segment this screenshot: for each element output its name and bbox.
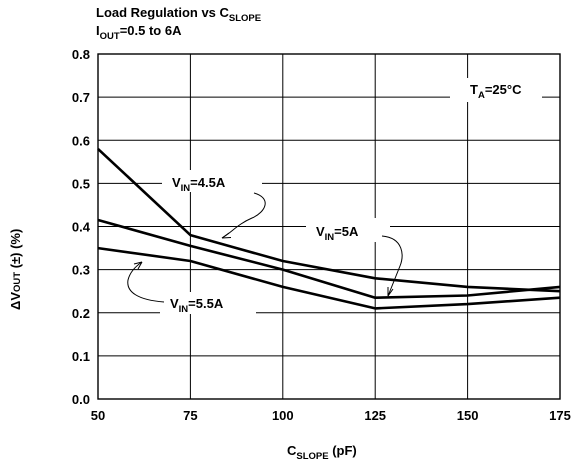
- x-tick-label: 100: [272, 408, 294, 423]
- y-tick-label: 0.5: [72, 176, 90, 191]
- x-axis-label: CSLOPE (pF): [287, 443, 357, 462]
- x-tick-label: 175: [549, 408, 571, 423]
- x-tick-label: 50: [91, 408, 105, 423]
- vin55-arrowhead: [133, 261, 143, 270]
- y-tick-label: 0.0: [72, 392, 90, 407]
- vin45-arrowhead: [221, 232, 232, 239]
- vin5-label: VIN=5A: [316, 224, 359, 243]
- vin45-label: VIN=4.5A: [172, 175, 226, 194]
- vin5-leader: [381, 235, 403, 297]
- ta-label: TA=25°C: [470, 82, 522, 101]
- series-line-2: [97, 218, 561, 300]
- y-tick-label: 0.6: [72, 133, 90, 148]
- y-tick-label: 0.1: [72, 349, 90, 364]
- chart-title-line2: IOUT=0.5 to 6A: [96, 23, 182, 42]
- y-tick-label: 0.3: [72, 263, 90, 278]
- vin55-label: VIN=5.5A: [170, 296, 224, 315]
- ta-label-bg: [450, 78, 542, 102]
- vin5-label-bg: [306, 218, 390, 242]
- series-line-1: [97, 147, 561, 293]
- y-tick-label: 0.2: [72, 306, 90, 321]
- x-tick-label: 125: [364, 408, 386, 423]
- x-tick-label: 75: [183, 408, 197, 423]
- y-tick-label: 0.4: [72, 220, 91, 235]
- y-axis-label: ΔVOUT (±) (%): [8, 229, 23, 310]
- x-tick-label: 150: [457, 408, 479, 423]
- series-group: [97, 147, 561, 310]
- vin55-label-bg: [160, 292, 256, 314]
- series-line-3: [97, 246, 561, 310]
- vin45-leader: [221, 192, 266, 239]
- y-tick-labels: 0.0 0.1 0.2 0.3 0.4 0.5 0.6 0.7 0.8: [72, 47, 91, 407]
- vin5-arrowhead: [387, 287, 394, 297]
- chart-title-line1: Load Regulation vs CSLOPE: [96, 5, 261, 24]
- plot-frame: [97, 53, 561, 400]
- x-tick-labels: 50 75 100 125 150 175: [91, 408, 571, 423]
- y-tick-label: 0.7: [72, 90, 90, 105]
- y-tick-label: 0.8: [72, 47, 90, 62]
- vin55-leader: [127, 261, 165, 303]
- vin45-label-bg: [162, 170, 262, 192]
